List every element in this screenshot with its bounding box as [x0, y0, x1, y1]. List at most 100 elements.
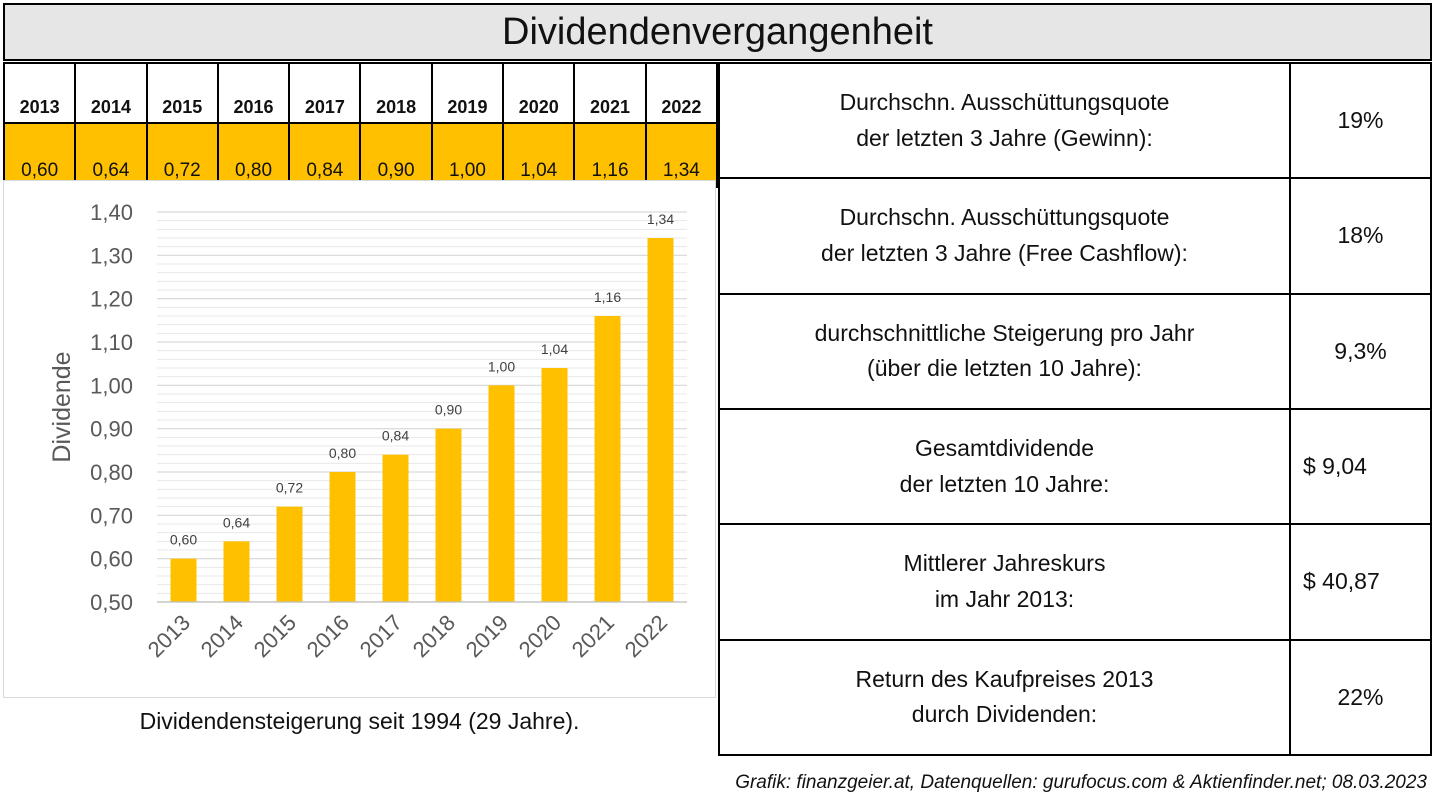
bar	[382, 454, 409, 602]
x-tick-label: 2019	[461, 610, 513, 662]
stats-row: durchschnittliche Steigerung pro Jahr (ü…	[718, 292, 1432, 410]
source-note: Grafik: finanzgeier.at, Datenquellen: gu…	[735, 772, 1427, 793]
x-tick-label: 2020	[514, 610, 566, 662]
value-row: 0,60 0,64 0,72 0,80 0,84 0,90 1,00 1,04 …	[2, 122, 719, 188]
year-cell: 2015	[145, 62, 219, 124]
x-tick-label: 2015	[249, 610, 301, 662]
stats-row: Gesamtdividende der letzten 10 Jahre: $ …	[718, 407, 1432, 526]
stats-row: Durchschn. Ausschüttungsquote der letzte…	[718, 177, 1432, 295]
stats-label-line1: Durchschn. Ausschüttungsquote	[839, 204, 1170, 231]
chart-caption: Dividendensteigerung seit 1994 (29 Jahre…	[139, 708, 580, 734]
y-tick-label: 1,10	[90, 330, 133, 355]
y-tick-label: 1,40	[90, 200, 133, 225]
stats-label: Durchschn. Ausschüttungsquote der letzte…	[718, 177, 1291, 295]
value-cell: 0,60	[2, 122, 77, 188]
bar-value-label: 0,90	[435, 402, 462, 418]
value-cell: 0,64	[74, 122, 148, 188]
page-title: Dividendenvergangenheit	[3, 3, 1432, 61]
stats-label-line1: Mittlerer Jahreskurs	[903, 550, 1106, 577]
x-tick-label: 2014	[196, 610, 248, 662]
y-tick-label: 1,00	[90, 373, 133, 398]
value-cell: 0,80	[216, 122, 291, 188]
stats-label-line2: der letzten 3 Jahre (Free Cashflow):	[821, 239, 1188, 266]
year-cell: 2020	[502, 62, 576, 124]
bar	[170, 558, 197, 602]
year-cell: 2018	[359, 62, 433, 124]
stats-label-line1: Gesamtdividende	[915, 435, 1094, 461]
stats-label: Return des Kaufpreises 2013 durch Divide…	[718, 638, 1291, 757]
x-tick-label: 2013	[143, 610, 195, 662]
year-cell: 2017	[288, 62, 362, 124]
year-cell: 2019	[430, 62, 505, 124]
stats-label: durchschnittliche Steigerung pro Jahr (ü…	[718, 292, 1291, 410]
bar	[541, 368, 568, 602]
bar-value-label: 0,72	[276, 480, 303, 496]
stats-row: Durchschn. Ausschüttungsquote der letzte…	[718, 61, 1432, 180]
x-tick-label: 2021	[567, 610, 619, 662]
bar	[223, 541, 250, 602]
stats-value: 22%	[1289, 638, 1432, 757]
stats-label-line2: durch Dividenden:	[911, 701, 1098, 728]
value-cell: 1,16	[573, 122, 647, 188]
value-cell: 1,04	[502, 122, 576, 188]
y-axis-label: Dividende	[48, 351, 76, 462]
value-cell: 0,84	[288, 122, 362, 188]
stats-label-line2: der letzten 3 Jahre (Gewinn):	[856, 124, 1153, 151]
year-row: 2013 2014 2015 2016 2017 2018 2019 2020 …	[2, 62, 719, 124]
stats-value: $ 40,87	[1289, 523, 1432, 641]
stats-label-line2: der letzten 10 Jahre:	[899, 470, 1110, 497]
stats-label-line1: Durchschn. Ausschüttungsquote	[839, 89, 1170, 116]
stats-label-line2: (über die letzten 10 Jahre):	[867, 355, 1142, 382]
year-cell: 2021	[573, 62, 647, 124]
value-cell: 1,34	[644, 122, 719, 188]
dividend-chart: 0,50 0,60 0,70 0,80 0,90 1,00 1,10 1,20 1,30 1,40…	[3, 180, 716, 698]
bar	[329, 472, 356, 602]
stats-value: 19%	[1289, 61, 1432, 180]
stats-row: Mittlerer Jahreskurs im Jahr 2013: $ 40,…	[718, 523, 1432, 641]
year-cell: 2016	[216, 62, 291, 124]
stats-label: Gesamtdividende der letzten 10 Jahre:	[718, 407, 1291, 526]
stats-label: Durchschn. Ausschüttungsquote der letzte…	[718, 61, 1291, 180]
x-tick-label: 2016	[302, 610, 354, 662]
bar-value-label: 1,00	[488, 358, 515, 374]
year-cell: 2014	[74, 62, 148, 124]
stats-label-line1: durchschnittliche Steigerung pro Jahr	[814, 319, 1195, 346]
y-tick-label: 0,60	[90, 547, 133, 572]
bar-value-label: 1,04	[541, 341, 568, 357]
y-tick-label: 0,90	[90, 417, 133, 442]
bar	[488, 385, 515, 602]
stats-value: 18%	[1289, 177, 1432, 295]
value-cell: 1,00	[430, 122, 505, 188]
page-title-text: Dividendenvergangenheit	[502, 10, 933, 53]
y-tick-label: 0,70	[90, 503, 133, 528]
y-tick-label: 1,30	[90, 243, 133, 268]
y-tick-label: 0,80	[90, 460, 133, 485]
bar-value-label: 0,64	[223, 514, 250, 530]
bar	[276, 506, 303, 602]
x-tick-label: 2017	[355, 610, 407, 662]
stats-table: Durchschn. Ausschüttungsquote der letzte…	[718, 61, 1432, 757]
bar	[647, 238, 674, 602]
stats-label-line1: Return des Kaufpreises 2013	[855, 665, 1154, 692]
year-cell: 2022	[644, 62, 719, 124]
value-cell: 0,72	[145, 122, 219, 188]
value-cell: 0,90	[359, 122, 433, 188]
x-tick-label: 2018	[408, 610, 460, 662]
bar-value-label: 0,80	[329, 445, 356, 461]
bar-value-label: 0,84	[382, 428, 409, 444]
year-cell: 2013	[2, 62, 77, 124]
bar-value-label: 1,34	[647, 211, 674, 227]
dividend-bar-chart: 0,50 0,60 0,70 0,80 0,90 1,00 1,10 1,20 1,30 1,40…	[48, 200, 687, 662]
y-tick-label: 0,50	[90, 590, 133, 615]
bar	[594, 316, 621, 602]
bar	[435, 428, 462, 602]
stats-value: 9,3%	[1289, 292, 1432, 410]
dividend-year-table: 2013 2014 2015 2016 2017 2018 2019 2020 …	[2, 62, 719, 188]
y-tick-label: 1,20	[90, 287, 133, 312]
bar-value-label: 1,16	[594, 289, 621, 305]
x-tick-label: 2022	[620, 610, 672, 662]
stats-label-line2: im Jahr 2013:	[934, 585, 1075, 612]
stats-row: Return des Kaufpreises 2013 durch Divide…	[718, 638, 1432, 757]
stats-label: Mittlerer Jahreskurs im Jahr 2013:	[718, 523, 1291, 641]
bar-value-label: 0,60	[170, 532, 197, 548]
